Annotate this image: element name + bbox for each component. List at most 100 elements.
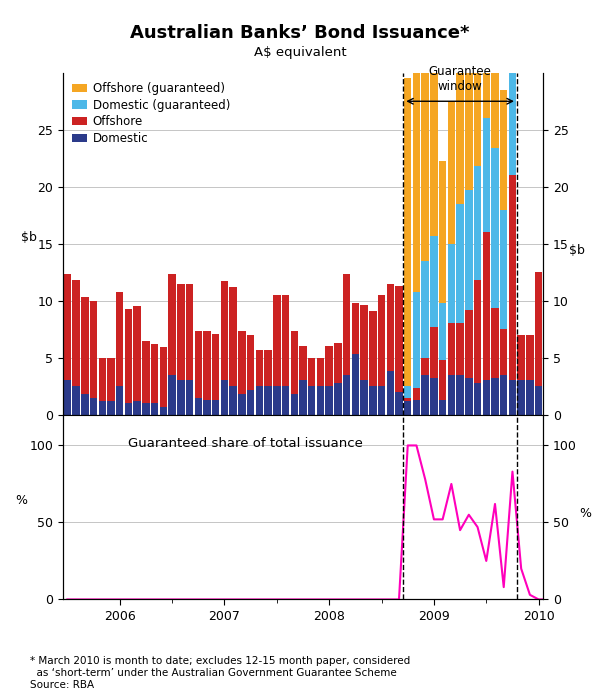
Bar	[430, 327, 437, 378]
Bar	[457, 324, 464, 375]
Bar	[465, 190, 473, 310]
Bar	[107, 401, 115, 414]
Bar	[151, 403, 158, 414]
Bar	[526, 335, 533, 380]
Bar	[404, 398, 412, 401]
Bar	[151, 344, 158, 403]
Bar	[186, 380, 193, 414]
Bar	[500, 90, 508, 209]
Bar	[203, 331, 211, 400]
Bar	[491, 378, 499, 414]
Bar	[439, 360, 446, 400]
Bar	[273, 295, 281, 386]
Bar	[221, 281, 228, 380]
Bar	[334, 383, 341, 414]
Bar	[133, 306, 141, 401]
Bar	[81, 297, 89, 394]
Bar	[247, 335, 254, 389]
Bar	[290, 394, 298, 414]
Bar	[482, 380, 490, 414]
Bar	[290, 331, 298, 394]
Bar	[125, 308, 132, 403]
Bar	[81, 394, 89, 414]
Bar	[169, 375, 176, 414]
Bar	[194, 398, 202, 414]
Bar	[439, 303, 446, 360]
Bar	[413, 64, 420, 292]
Bar	[509, 380, 516, 414]
Bar	[421, 10, 429, 261]
Bar	[142, 403, 149, 414]
Bar	[265, 386, 272, 414]
Bar	[98, 401, 106, 414]
Bar	[517, 380, 525, 414]
Bar	[535, 272, 542, 386]
Bar	[509, 55, 516, 175]
Bar	[203, 400, 211, 414]
Bar	[482, 232, 490, 380]
Legend: Offshore (guaranteed), Domestic (guaranteed), Offshore, Domestic: Offshore (guaranteed), Domestic (guarant…	[69, 79, 233, 148]
Y-axis label: $b: $b	[569, 244, 585, 256]
Bar	[142, 340, 149, 403]
Bar	[317, 358, 324, 386]
Bar	[457, 375, 464, 414]
Bar	[448, 324, 455, 375]
Bar	[491, 148, 499, 308]
Bar	[186, 283, 193, 380]
Bar	[378, 386, 385, 414]
Bar	[465, 378, 473, 414]
Bar	[395, 286, 403, 392]
Bar	[395, 392, 403, 414]
Bar	[361, 380, 368, 414]
Bar	[64, 274, 71, 380]
Bar	[474, 280, 481, 383]
Bar	[465, 310, 473, 378]
Bar	[90, 301, 97, 398]
Bar	[299, 380, 307, 414]
Bar	[535, 386, 542, 414]
Bar	[212, 334, 220, 400]
Bar	[352, 354, 359, 414]
Bar	[474, 0, 481, 166]
Bar	[177, 283, 185, 380]
Y-axis label: $b: $b	[21, 231, 37, 244]
Bar	[221, 380, 228, 414]
Bar	[247, 389, 254, 414]
Y-axis label: %: %	[579, 507, 591, 520]
Bar	[282, 386, 289, 414]
Bar	[500, 329, 508, 375]
Bar	[116, 386, 124, 414]
Bar	[386, 371, 394, 414]
Bar	[413, 400, 420, 414]
Text: * March 2010 is month to date; excludes 12-15 month paper, considered
  as ‘shor: * March 2010 is month to date; excludes …	[30, 656, 410, 690]
Bar	[404, 386, 412, 398]
Bar	[64, 380, 71, 414]
Bar	[334, 343, 341, 383]
Bar	[482, 119, 490, 232]
Bar	[465, 64, 473, 190]
Bar	[491, 308, 499, 378]
Bar	[474, 383, 481, 414]
Bar	[169, 274, 176, 375]
Bar	[273, 386, 281, 414]
Bar	[325, 386, 333, 414]
Bar	[308, 358, 316, 386]
Bar	[256, 386, 263, 414]
Text: Australian Banks’ Bond Issuance*: Australian Banks’ Bond Issuance*	[130, 24, 470, 42]
Bar	[386, 283, 394, 371]
Bar	[457, 204, 464, 324]
Bar	[509, 0, 516, 55]
Bar	[517, 335, 525, 380]
Bar	[194, 331, 202, 398]
Bar	[308, 386, 316, 414]
Bar	[526, 380, 533, 414]
Bar	[265, 350, 272, 386]
Bar	[378, 295, 385, 386]
Bar	[421, 375, 429, 414]
Bar	[256, 350, 263, 386]
Bar	[421, 261, 429, 358]
Bar	[229, 287, 237, 386]
Text: A$ equivalent: A$ equivalent	[254, 46, 346, 60]
Bar	[238, 394, 245, 414]
Bar	[509, 175, 516, 380]
